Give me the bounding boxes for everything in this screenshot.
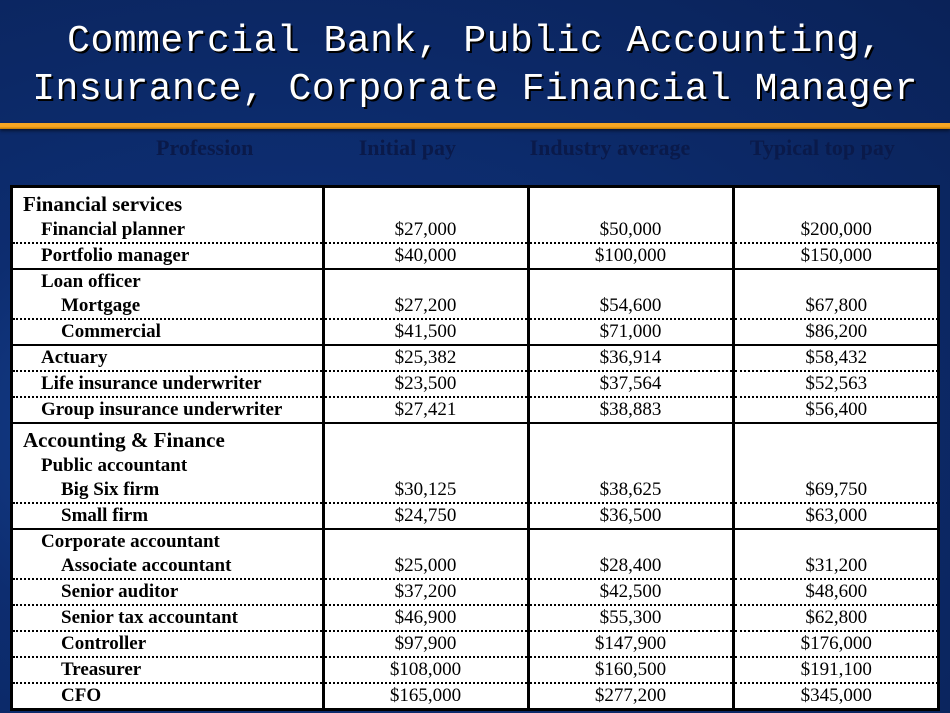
slide-title: Commercial Bank, Public Accounting, Insu… — [0, 0, 950, 117]
subheading-label: Public accountant — [13, 454, 323, 478]
slide: Commercial Bank, Public Accounting, Insu… — [0, 0, 950, 713]
row-label: Portfolio manager — [13, 243, 323, 269]
row-top: $52,563 — [733, 371, 938, 397]
row-top: $176,000 — [733, 631, 938, 657]
header-initial-pay: Initial pay — [319, 135, 495, 161]
header-typical-top-pay: Typical top pay — [725, 135, 920, 161]
row-top: $62,800 — [733, 605, 938, 631]
table-row: Actuary $25,382 $36,914 $58,432 — [13, 345, 938, 371]
row-label: CFO — [13, 683, 323, 708]
row-avg: $37,564 — [528, 371, 733, 397]
row-initial: $46,900 — [323, 605, 528, 631]
row-avg: $36,500 — [528, 503, 733, 529]
section-accounting-finance: Accounting & Finance — [13, 423, 938, 454]
row-initial: $25,000 — [323, 554, 528, 579]
row-avg: $147,900 — [528, 631, 733, 657]
row-avg: $38,883 — [528, 397, 733, 423]
subheading-public-accountant: Public accountant — [13, 454, 938, 478]
row-label: Associate accountant — [13, 554, 323, 579]
row-initial: $27,421 — [323, 397, 528, 423]
subheading-label: Corporate accountant — [13, 529, 323, 554]
row-top: $58,432 — [733, 345, 938, 371]
row-label: Mortgage — [13, 294, 323, 319]
row-initial: $41,500 — [323, 319, 528, 345]
row-avg: $54,600 — [528, 294, 733, 319]
row-initial: $24,750 — [323, 503, 528, 529]
row-avg: $100,000 — [528, 243, 733, 269]
table-row: CFO $165,000 $277,200 $345,000 — [13, 683, 938, 708]
row-top: $31,200 — [733, 554, 938, 579]
table-row: Mortgage $27,200 $54,600 $67,800 — [13, 294, 938, 319]
row-label: Big Six firm — [13, 478, 323, 503]
table-row: Senior auditor $37,200 $42,500 $48,600 — [13, 579, 938, 605]
row-initial: $40,000 — [323, 243, 528, 269]
table-row: Treasurer $108,000 $160,500 $191,100 — [13, 657, 938, 683]
row-label: Controller — [13, 631, 323, 657]
row-avg: $36,914 — [528, 345, 733, 371]
row-label: Actuary — [13, 345, 323, 371]
subheading-label: Loan officer — [13, 269, 323, 294]
table-row: Financial planner $27,000 $50,000 $200,0… — [13, 218, 938, 243]
row-label: Commercial — [13, 319, 323, 345]
row-avg: $28,400 — [528, 554, 733, 579]
row-avg: $38,625 — [528, 478, 733, 503]
table-row: Commercial $41,500 $71,000 $86,200 — [13, 319, 938, 345]
row-avg: $277,200 — [528, 683, 733, 708]
row-top: $191,100 — [733, 657, 938, 683]
salary-table-container: Financial services Financial planner $27… — [10, 185, 940, 711]
header-industry-average: Industry average — [495, 135, 724, 161]
row-top: $63,000 — [733, 503, 938, 529]
row-avg: $160,500 — [528, 657, 733, 683]
row-label: Life insurance underwriter — [13, 371, 323, 397]
subheading-corporate-accountant: Corporate accountant — [13, 529, 938, 554]
row-avg: $50,000 — [528, 218, 733, 243]
row-avg: $71,000 — [528, 319, 733, 345]
row-initial: $30,125 — [323, 478, 528, 503]
table-row: Controller $97,900 $147,900 $176,000 — [13, 631, 938, 657]
row-label: Senior tax accountant — [13, 605, 323, 631]
row-label: Senior auditor — [13, 579, 323, 605]
row-top: $69,750 — [733, 478, 938, 503]
table-row: Big Six firm $30,125 $38,625 $69,750 — [13, 478, 938, 503]
row-top: $345,000 — [733, 683, 938, 708]
row-initial: $25,382 — [323, 345, 528, 371]
row-label: Financial planner — [13, 218, 323, 243]
row-avg: $55,300 — [528, 605, 733, 631]
table-row: Life insurance underwriter $23,500 $37,5… — [13, 371, 938, 397]
salary-table: Financial services Financial planner $27… — [13, 188, 938, 708]
subheading-loan-officer: Loan officer — [13, 269, 938, 294]
table-row: Group insurance underwriter $27,421 $38,… — [13, 397, 938, 423]
row-avg: $42,500 — [528, 579, 733, 605]
row-top: $150,000 — [733, 243, 938, 269]
section-heading: Accounting & Finance — [13, 423, 323, 454]
row-initial: $27,000 — [323, 218, 528, 243]
table-row: Associate accountant $25,000 $28,400 $31… — [13, 554, 938, 579]
section-financial-services: Financial services — [13, 188, 938, 218]
row-top: $200,000 — [733, 218, 938, 243]
header-profession: Profession — [30, 135, 319, 161]
row-initial: $108,000 — [323, 657, 528, 683]
row-label: Group insurance underwriter — [13, 397, 323, 423]
row-top: $56,400 — [733, 397, 938, 423]
row-top: $67,800 — [733, 294, 938, 319]
row-initial: $23,500 — [323, 371, 528, 397]
table-row: Portfolio manager $40,000 $100,000 $150,… — [13, 243, 938, 269]
title-line-1: Commercial Bank, Public Accounting, — [67, 20, 883, 63]
row-top: $86,200 — [733, 319, 938, 345]
row-initial: $27,200 — [323, 294, 528, 319]
column-headers: Profession Initial pay Industry average … — [0, 129, 950, 161]
table-row: Senior tax accountant $46,900 $55,300 $6… — [13, 605, 938, 631]
row-top: $48,600 — [733, 579, 938, 605]
row-initial: $97,900 — [323, 631, 528, 657]
table-row: Small firm $24,750 $36,500 $63,000 — [13, 503, 938, 529]
row-label: Treasurer — [13, 657, 323, 683]
row-label: Small firm — [13, 503, 323, 529]
row-initial: $165,000 — [323, 683, 528, 708]
title-line-2: Insurance, Corporate Financial Manager — [32, 68, 918, 111]
section-heading: Financial services — [13, 188, 323, 218]
row-initial: $37,200 — [323, 579, 528, 605]
